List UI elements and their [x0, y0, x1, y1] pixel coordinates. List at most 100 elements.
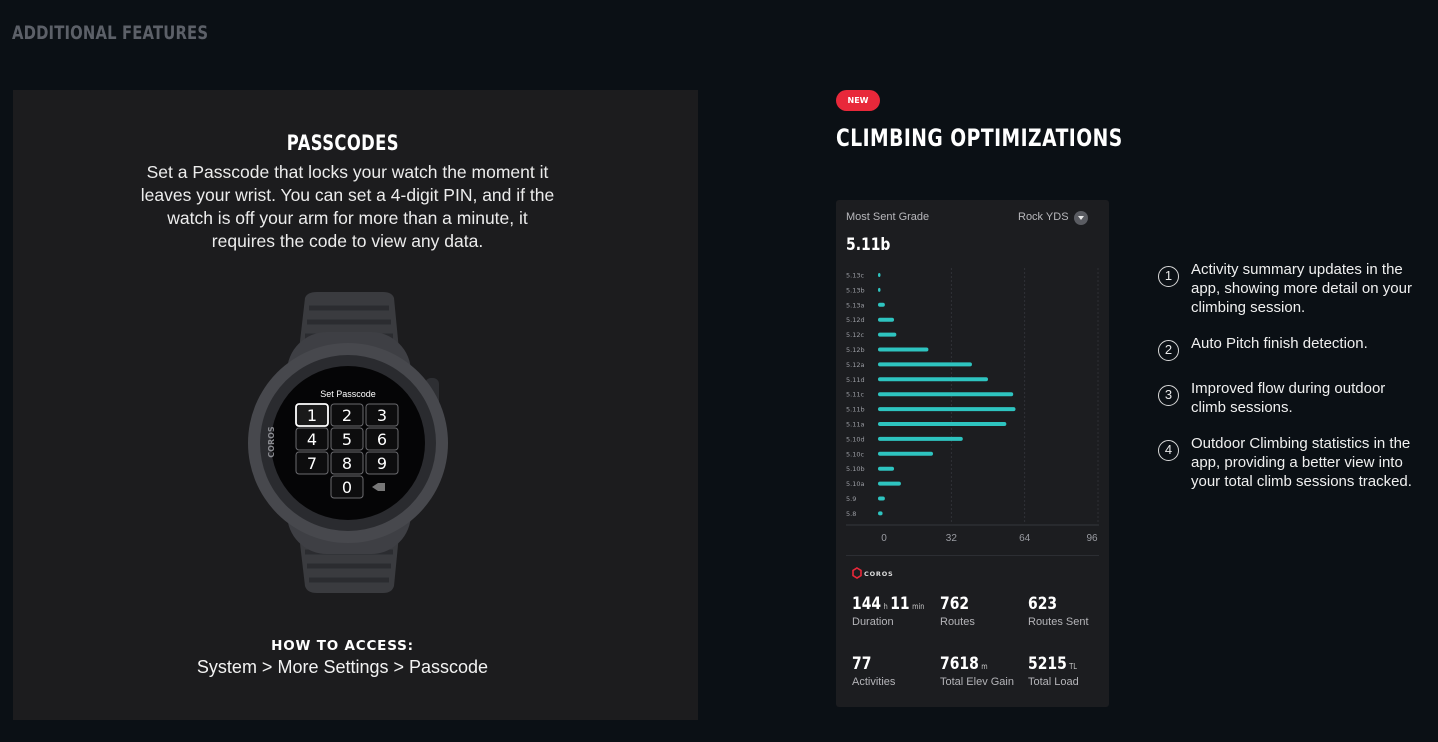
divider — [846, 555, 1099, 556]
stat-routes-label: Routes — [940, 616, 975, 628]
most-sent-grade-label: Most Sent Grade — [846, 211, 930, 223]
most-sent-grade-value: 5.11b — [846, 235, 891, 255]
y-tick-label: 5.9 — [846, 495, 856, 503]
stat-total-load-value: 5215 TL — [1028, 654, 1077, 674]
stat-activities: 77 Activities — [852, 654, 895, 688]
stat-elev-gain: 7618 m Total Elev Gain — [940, 654, 1014, 688]
climbing-title: CLIMBING OPTIMIZATIONS — [836, 124, 1123, 152]
section-title: ADDITIONAL FEATURES — [12, 22, 209, 44]
coros-logo: COROS — [852, 567, 894, 579]
y-tick-label: 5.12a — [846, 361, 864, 369]
chevron-down-icon[interactable] — [1074, 211, 1088, 225]
watch-key-label-5: 5 — [342, 430, 352, 449]
y-tick-label: 5.10a — [846, 480, 864, 488]
y-tick-label: 5.12b — [846, 346, 865, 354]
stat-routes-sent-value: 623 — [1028, 594, 1058, 614]
watch-key-label-9: 9 — [377, 454, 387, 473]
watch-key-9 — [365, 451, 399, 475]
feature-number-2: 2 — [1158, 340, 1179, 361]
x-tick-label: 96 — [1086, 533, 1098, 544]
how-to-access-path: System > More Settings > Passcode — [196, 657, 489, 677]
watch-key-5 — [330, 427, 364, 451]
y-tick-label: 5.10b — [846, 465, 865, 473]
watch-key-7 — [295, 451, 329, 475]
y-tick-label: 5.11d — [846, 376, 865, 384]
y-tick-label: 5.13c — [846, 272, 864, 280]
watch-key-label-4: 4 — [307, 430, 317, 449]
stat-total-load: 5215 TL Total Load — [1028, 654, 1091, 688]
coros-logo-text: COROS — [864, 570, 894, 578]
bar-5.11b — [878, 407, 1016, 412]
watch-key-label-0: 0 — [342, 478, 352, 497]
passcodes-title: PASSCODES — [0, 131, 685, 155]
grade-system-select[interactable]: Rock YDS — [1018, 211, 1069, 223]
bar-5.12b — [878, 347, 929, 352]
y-tick-label: 5.10d — [846, 435, 865, 443]
stat-elev-gain-value: 7618 m — [940, 654, 988, 674]
bar-5.9 — [878, 496, 885, 501]
x-tick-label: 0 — [881, 533, 887, 544]
watch-brand: COROS — [267, 426, 276, 458]
stat-duration-label: Duration — [852, 616, 894, 628]
bar-5.10c — [878, 451, 933, 456]
y-tick-label: 5.13a — [846, 301, 864, 309]
stat-activities-label: Activities — [852, 676, 896, 688]
watch-key-label-3: 3 — [377, 406, 387, 425]
bar-5.8 — [878, 511, 883, 516]
watch-key-0 — [330, 475, 364, 499]
bar-5.11d — [878, 377, 988, 382]
feature-text-1: Activity summary updates in the app, sho… — [1191, 261, 1412, 316]
y-tick-label: 5.11c — [846, 391, 864, 399]
feature-text-3: Improved flow during outdoor climb sessi… — [1191, 380, 1386, 416]
x-tick-label: 64 — [1019, 533, 1031, 544]
stat-routes-sent: 623 Routes Sent — [1028, 594, 1089, 628]
bar-5.13a — [878, 302, 885, 307]
bar-5.12c — [878, 332, 897, 337]
watch-key-label-8: 8 — [342, 454, 352, 473]
feature-number-4: 4 — [1158, 440, 1179, 461]
stat-duration: 144 h 11 min Duration — [852, 594, 943, 628]
watch-key-label-6: 6 — [377, 430, 387, 449]
bar-5.11a — [878, 422, 1007, 426]
watch-screen-title: Set Passcode — [320, 389, 376, 399]
watch-image: COROS Set Passcode 1 2 3 4 5 6 7 8 9 0 — [248, 292, 448, 593]
feature-text-2: Auto Pitch finish detection. — [1191, 335, 1368, 352]
feature-number-3: 3 — [1158, 385, 1179, 406]
y-tick-label: 5.13b — [846, 286, 865, 294]
new-badge: NEW — [836, 90, 880, 111]
how-to-access-label: HOW TO ACCESS: — [271, 638, 414, 654]
watch-key-2 — [330, 403, 364, 427]
grade-bar-chart: 5.13c 5.13b 5.13a 5.12d 5.12c 5.12b 5.12a 5.11d… — [846, 268, 1099, 544]
y-tick-label: 5.8 — [846, 510, 856, 518]
bar-5.11c — [878, 392, 1014, 397]
watch-key-label-1: 1 — [307, 406, 317, 425]
stat-total-load-label: Total Load — [1028, 676, 1079, 688]
bar-5.12d — [878, 317, 895, 322]
stat-routes: 762 Routes — [940, 594, 976, 628]
watch-key-4 — [295, 427, 329, 451]
y-tick-label: 5.11a — [846, 421, 864, 429]
watch-key-8 — [330, 451, 364, 475]
bar-5.12a — [878, 362, 972, 367]
bar-5.13b — [878, 287, 881, 292]
y-tick-label: 5.12c — [846, 331, 864, 339]
y-tick-label: 5.12d — [846, 316, 865, 324]
stat-routes-sent-label: Routes Sent — [1028, 616, 1089, 628]
watch-key-3 — [365, 403, 399, 427]
stat-activities-value: 77 — [852, 654, 872, 674]
passcodes-title-text: PASSCODES — [286, 131, 399, 155]
watch-key-label-2: 2 — [342, 406, 352, 425]
backspace-icon — [372, 483, 385, 491]
feature-text-4: Outdoor Climbing statistics in the app, … — [1191, 435, 1412, 490]
stat-elev-gain-label: Total Elev Gain — [940, 676, 1014, 688]
watch-key-6 — [365, 427, 399, 451]
stat-routes-value: 762 — [940, 594, 970, 614]
feature-number-1: 1 — [1158, 266, 1179, 287]
watch-keypad: 1 2 3 4 5 6 7 8 9 0 — [295, 403, 399, 499]
bar-5.13c — [878, 273, 881, 277]
watch-key-label-7: 7 — [307, 454, 317, 473]
y-tick-label: 5.10c — [846, 450, 864, 458]
watch-key-1 — [295, 403, 329, 427]
passcodes-description: Set a Passcode that locks your watch the… — [140, 162, 555, 251]
bar-5.10d — [878, 436, 963, 441]
